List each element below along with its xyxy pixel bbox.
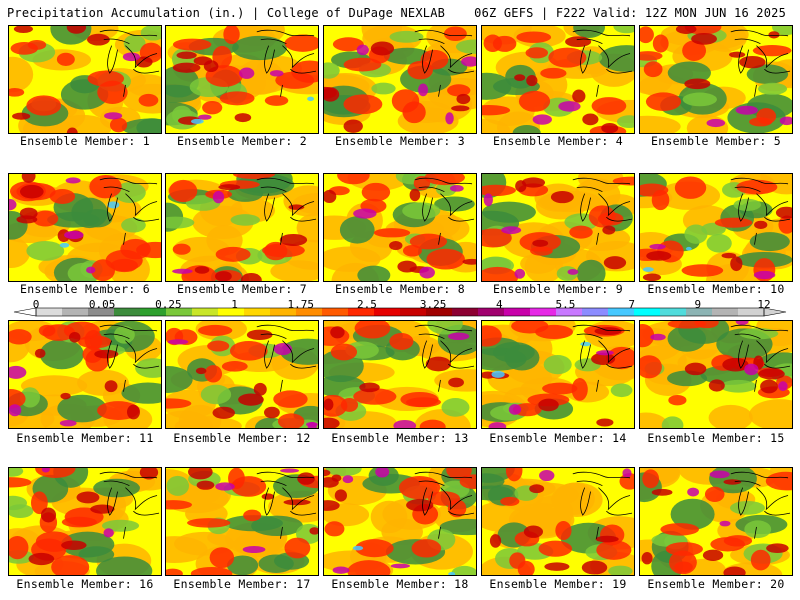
colorbar-swatch xyxy=(348,308,375,316)
colorbar-swatch xyxy=(36,308,63,316)
colorbar-tick-label: 0.05 xyxy=(88,298,116,311)
colorbar-swatch xyxy=(660,308,687,316)
colorbar-swatch xyxy=(478,308,505,316)
panel-label-1: Ensemble Member: 1 xyxy=(19,134,151,148)
map-panel-18 xyxy=(323,467,477,576)
colorbar-tick-label: 0.25 xyxy=(155,298,182,311)
colorbar-swatch xyxy=(452,308,479,316)
colorbar-swatch xyxy=(270,308,297,316)
colorbar-swatch xyxy=(140,308,167,316)
colorbar xyxy=(13,307,787,317)
colorbar-swatch xyxy=(62,308,89,316)
colorbar-swatch xyxy=(218,308,245,316)
map-panel-12 xyxy=(165,320,319,429)
map-panel-9 xyxy=(481,173,635,282)
colorbar-swatch xyxy=(634,308,661,316)
colorbar-tick-label: 7 xyxy=(628,298,635,311)
panel-label-12: Ensemble Member: 12 xyxy=(173,431,311,445)
colorbar-swatch xyxy=(608,308,635,316)
panel-label-5: Ensemble Member: 5 xyxy=(650,134,782,148)
colorbar-swatch xyxy=(400,308,427,316)
map-panel-6 xyxy=(8,173,162,282)
map-panel-7 xyxy=(165,173,319,282)
colorbar-swatch xyxy=(556,308,583,316)
colorbar-swatch xyxy=(166,308,193,316)
panel-label-13: Ensemble Member: 13 xyxy=(331,431,469,445)
colorbar-swatch xyxy=(296,308,323,316)
colorbar-swatch xyxy=(114,308,141,316)
colorbar-swatch xyxy=(686,308,713,316)
map-panel-8 xyxy=(323,173,477,282)
colorbar-tick-label: 12 xyxy=(757,298,771,311)
map-panel-11 xyxy=(8,320,162,429)
map-panel-3 xyxy=(323,25,477,134)
run-info: 06Z GEFS | F222 Valid: 12Z MON JUN 16 20… xyxy=(474,6,786,20)
panel-label-6: Ensemble Member: 6 xyxy=(19,282,151,296)
panel-label-11: Ensemble Member: 11 xyxy=(16,431,154,445)
panel-label-18: Ensemble Member: 18 xyxy=(331,577,469,591)
panel-label-20: Ensemble Member: 20 xyxy=(647,577,785,591)
map-panel-2 xyxy=(165,25,319,134)
map-panel-4 xyxy=(481,25,635,134)
panel-label-2: Ensemble Member: 2 xyxy=(176,134,308,148)
colorbar-swatch xyxy=(504,308,531,316)
panel-label-8: Ensemble Member: 8 xyxy=(334,282,466,296)
colorbar-tick-label: 5.5 xyxy=(555,298,576,311)
panel-label-19: Ensemble Member: 19 xyxy=(489,577,627,591)
panel-label-9: Ensemble Member: 9 xyxy=(492,282,624,296)
map-panel-10 xyxy=(639,173,793,282)
colorbar-tick-label: 1.75 xyxy=(287,298,314,311)
colorbar-swatch xyxy=(712,308,739,316)
panel-label-16: Ensemble Member: 16 xyxy=(16,577,154,591)
map-panel-13 xyxy=(323,320,477,429)
colorbar-tick-label: 1 xyxy=(231,298,238,311)
colorbar-swatch xyxy=(582,308,609,316)
panel-label-17: Ensemble Member: 17 xyxy=(173,577,311,591)
colorbar-tick-label: 0 xyxy=(32,298,40,311)
colorbar-tick-label: 3.25 xyxy=(419,298,447,311)
panel-label-15: Ensemble Member: 15 xyxy=(647,431,785,445)
map-panel-5 xyxy=(639,25,793,134)
colorbar-tick-label: 2.5 xyxy=(356,298,377,311)
colorbar-swatch xyxy=(426,308,453,316)
map-panel-14 xyxy=(481,320,635,429)
colorbar-swatch xyxy=(530,308,557,316)
map-panel-15 xyxy=(639,320,793,429)
colorbar-swatch xyxy=(244,308,271,316)
colorbar-swatch xyxy=(88,308,115,316)
panel-label-3: Ensemble Member: 3 xyxy=(334,134,466,148)
chart-title: Precipitation Accumulation (in.) | Colle… xyxy=(7,6,446,20)
colorbar-swatch xyxy=(374,308,401,316)
panel-label-10: Ensemble Member: 10 xyxy=(647,282,785,296)
map-panel-1 xyxy=(8,25,162,134)
colorbar-swatch xyxy=(192,308,219,316)
panel-label-4: Ensemble Member: 4 xyxy=(492,134,624,148)
map-panel-20 xyxy=(639,467,793,576)
map-panel-16 xyxy=(8,467,162,576)
colorbar-tick-label: 4 xyxy=(495,298,503,311)
panel-label-14: Ensemble Member: 14 xyxy=(489,431,627,445)
map-panel-17 xyxy=(165,467,319,576)
panel-label-7: Ensemble Member: 7 xyxy=(176,282,308,296)
colorbar-swatch xyxy=(322,308,349,316)
colorbar-swatch xyxy=(738,308,765,316)
colorbar-tick-label: 9 xyxy=(694,298,702,311)
map-panel-19 xyxy=(481,467,635,576)
